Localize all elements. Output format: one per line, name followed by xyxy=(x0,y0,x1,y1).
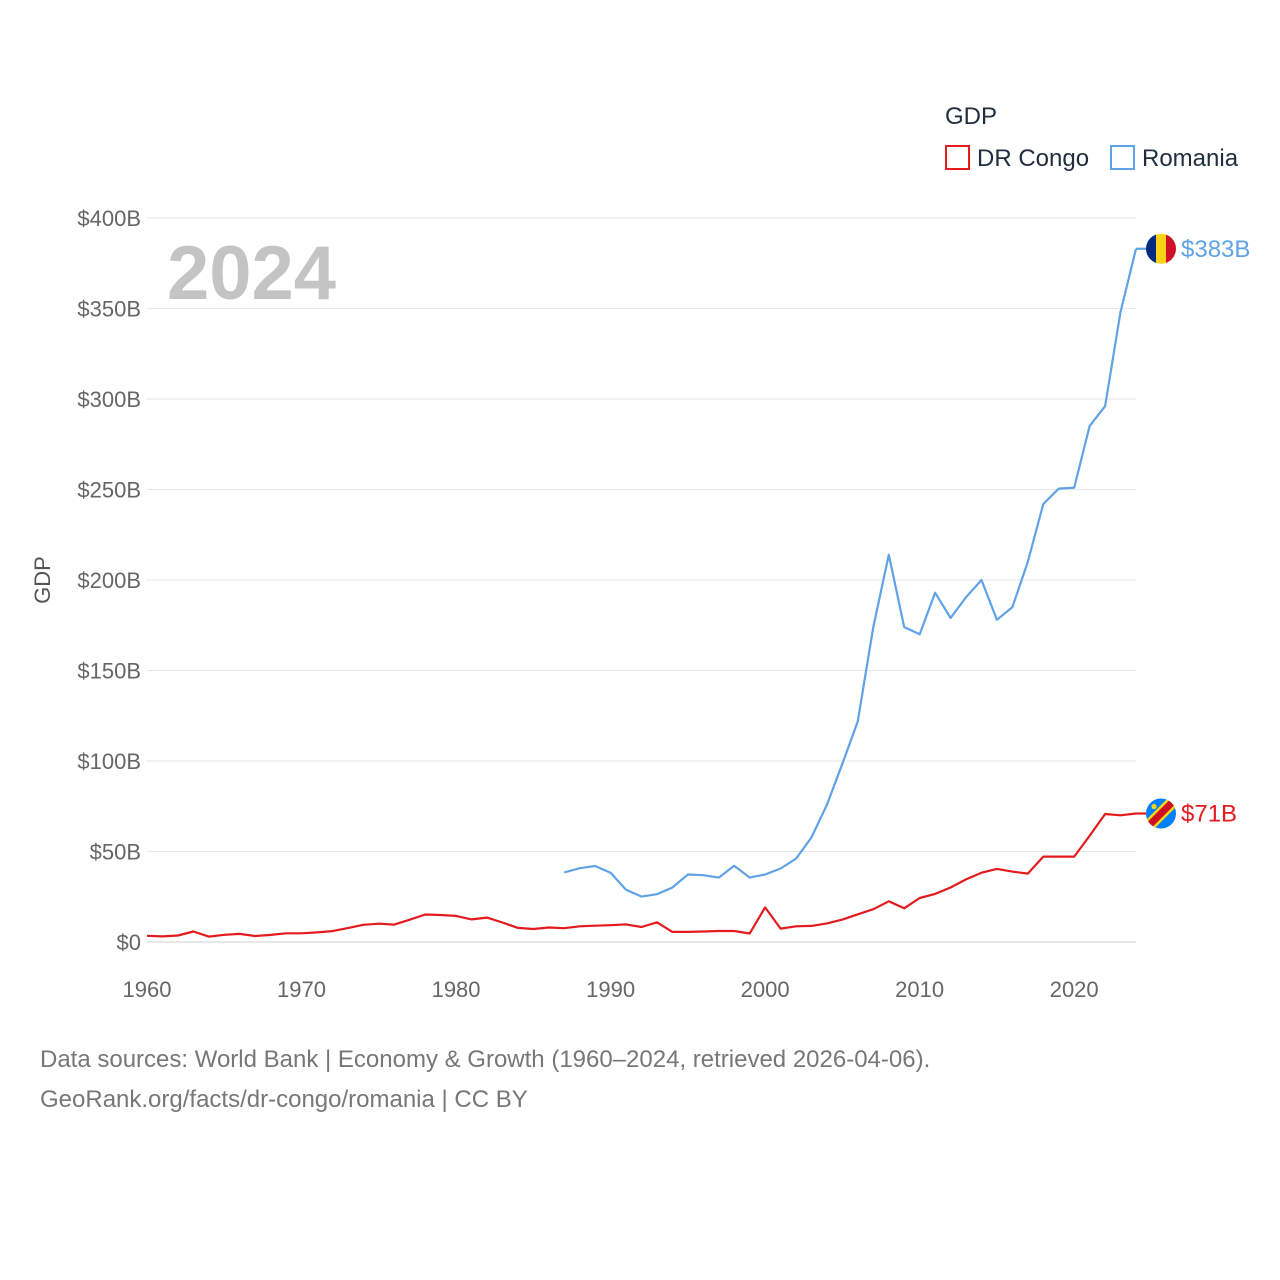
y-tick-label: $150B xyxy=(77,659,141,684)
y-tick-label: $100B xyxy=(77,749,141,774)
x-tick-label: 1960 xyxy=(123,977,172,1002)
romania-flag-icon xyxy=(1146,233,1176,264)
gridlines xyxy=(147,217,1136,943)
legend-item-dr-congo[interactable]: DR Congo xyxy=(945,145,1089,172)
y-tick-label: $300B xyxy=(77,387,141,412)
legend-swatch-romania xyxy=(1110,145,1135,170)
y-tick-label: $400B xyxy=(77,206,141,231)
flag-star xyxy=(1151,803,1157,810)
y-tick-label: $0 xyxy=(117,930,141,955)
x-tick-label: 1980 xyxy=(432,977,481,1002)
legend-item-romania[interactable]: Romania xyxy=(1110,145,1239,172)
romania-flag-stripes xyxy=(1146,233,1176,264)
flag-stripe-red xyxy=(1166,233,1176,264)
dr-congo-flag-icon xyxy=(1146,798,1176,829)
y-tick-label: $200B xyxy=(77,568,141,593)
x-tick-label: 2000 xyxy=(741,977,790,1002)
flag-stripe-blue xyxy=(1146,233,1156,264)
series-lines xyxy=(146,248,1138,938)
legend-title: GDP xyxy=(945,103,997,130)
flag-stripe-yellow xyxy=(1156,233,1166,264)
end-value-label-dr-congo: $71B xyxy=(1181,800,1237,827)
end-value-label-romania: $383B xyxy=(1181,236,1250,263)
y-tick-label: $50B xyxy=(90,840,141,865)
y-tick-label: $350B xyxy=(77,297,141,322)
x-tick-label: 1970 xyxy=(277,977,326,1002)
year-watermark: 2024 xyxy=(167,231,336,316)
x-tick-label: 1990 xyxy=(586,977,635,1002)
x-tick-label: 2020 xyxy=(1050,977,1099,1002)
dr-congo-flag-field xyxy=(1146,798,1176,829)
source-line: Data sources: World Bank | Economy & Gro… xyxy=(40,1046,931,1073)
series-line-romania xyxy=(563,248,1138,898)
source-footer: Data sources: World Bank | Economy & Gro… xyxy=(40,1040,930,1120)
y-axis-title: GDP xyxy=(30,556,55,604)
legend-label-romania: Romania xyxy=(1142,145,1239,172)
x-axis: 1960 1970 1980 1990 2000 2010 2020 xyxy=(123,977,1099,1002)
y-tick-label: $250B xyxy=(77,478,141,503)
x-tick-label: 2010 xyxy=(895,977,944,1002)
legend-label-dr-congo: DR Congo xyxy=(977,145,1089,172)
gdp-line-chart: 2024 $0 $50B $100B $150B $200B $250B $300B $350… xyxy=(30,103,1250,1002)
legend: GDP DR Congo Romania xyxy=(945,103,1239,172)
series-end-markers: $71B $383B xyxy=(1136,233,1250,829)
attribution-line: GeoRank.org/facts/dr-congo/romania | CC … xyxy=(40,1086,528,1113)
y-axis: $0 $50B $100B $150B $200B $250B $300B $350B $400… xyxy=(77,206,141,955)
legend-swatch-dr-congo xyxy=(945,145,970,170)
series-line-dr-congo xyxy=(146,812,1137,938)
